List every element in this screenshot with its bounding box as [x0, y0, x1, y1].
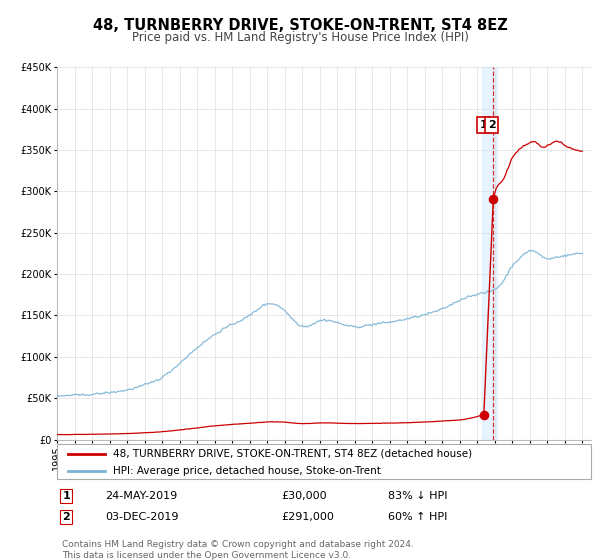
- Text: Contains HM Land Registry data © Crown copyright and database right 2024.
This d: Contains HM Land Registry data © Crown c…: [62, 540, 414, 559]
- Text: £291,000: £291,000: [281, 512, 334, 522]
- Text: 1: 1: [62, 491, 70, 501]
- Text: 2: 2: [62, 512, 70, 522]
- Text: 60% ↑ HPI: 60% ↑ HPI: [388, 512, 448, 522]
- Text: 83% ↓ HPI: 83% ↓ HPI: [388, 491, 448, 501]
- Text: 24-MAY-2019: 24-MAY-2019: [105, 491, 178, 501]
- Point: [479, 410, 488, 419]
- FancyBboxPatch shape: [57, 444, 591, 479]
- Bar: [482, 67, 497, 440]
- Text: Price paid vs. HM Land Registry's House Price Index (HPI): Price paid vs. HM Land Registry's House …: [131, 31, 469, 44]
- Text: HPI: Average price, detached house, Stoke-on-Trent: HPI: Average price, detached house, Stok…: [113, 466, 381, 476]
- Text: 1: 1: [480, 120, 488, 130]
- Text: 48, TURNBERRY DRIVE, STOKE-ON-TRENT, ST4 8EZ (detached house): 48, TURNBERRY DRIVE, STOKE-ON-TRENT, ST4…: [113, 449, 472, 459]
- Text: £30,000: £30,000: [281, 491, 327, 501]
- Text: 2: 2: [488, 120, 496, 130]
- Text: 48, TURNBERRY DRIVE, STOKE-ON-TRENT, ST4 8EZ: 48, TURNBERRY DRIVE, STOKE-ON-TRENT, ST4…: [92, 18, 508, 33]
- Point: [488, 194, 498, 203]
- Text: 03-DEC-2019: 03-DEC-2019: [105, 512, 179, 522]
